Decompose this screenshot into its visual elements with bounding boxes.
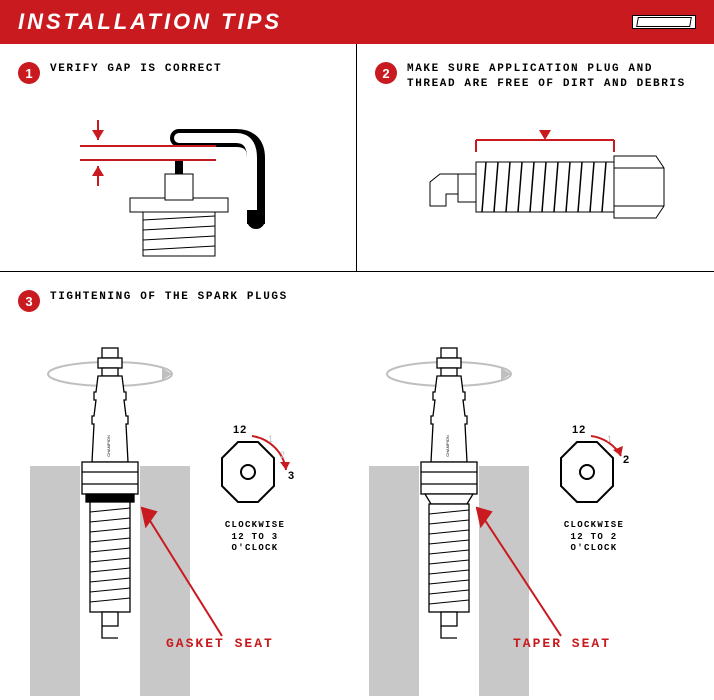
taper-clock-label: CLOCKWISE 12 TO 2 O'CLOCK [549, 520, 639, 555]
gasket-clock-top: CLOCKWISE [225, 520, 285, 530]
panel-step-1: 1 Verify gap is correct [0, 44, 357, 271]
step-1-row: 1 Verify gap is correct [18, 62, 338, 100]
gasket-dial-1: 1 [268, 434, 273, 444]
gasket-clock-bot: 12 TO 3 O'CLOCK [232, 532, 279, 554]
brand-text: CHAMPION [637, 17, 692, 27]
gasket-dial-3: 3 [288, 470, 294, 482]
gasket-seat-block: CHAMPION [18, 336, 357, 696]
brand-badge: CHAMPION [632, 15, 696, 29]
step-3-text: Tightening of the spark plugs [50, 290, 288, 305]
taper-seat-block: CHAMPION [357, 336, 696, 696]
step-3-badge: 3 [18, 290, 40, 312]
panel-step-2: 2 Make sure application plug and thread … [357, 44, 714, 271]
header-bar: INSTALLATION TIPS CHAMPION [0, 0, 714, 44]
taper-dial-2: 2 [623, 454, 629, 466]
bottom-section: 3 Tightening of the spark plugs [0, 272, 714, 696]
gasket-dial-12: 12 [233, 424, 247, 436]
step-1-text: Verify gap is correct [50, 62, 222, 77]
tightening-pair: CHAMPION [18, 336, 696, 696]
step-2-illustration [357, 122, 714, 252]
step-1-badge: 1 [18, 62, 40, 84]
taper-dial-12: 12 [572, 424, 586, 436]
step-1-illustration [0, 102, 356, 262]
page-title: INSTALLATION TIPS [18, 9, 282, 35]
taper-seat-label: TAPER SEAT [513, 636, 611, 651]
gasket-clock-label: CLOCKWISE 12 TO 3 O'CLOCK [210, 520, 300, 555]
top-section: 1 Verify gap is correct [0, 44, 714, 272]
svg-text:CHAMPION: CHAMPION [106, 435, 111, 457]
svg-text:CHAMPION: CHAMPION [445, 435, 450, 457]
step-3-row: 3 Tightening of the spark plugs [18, 290, 696, 328]
thread-diagram-icon [386, 122, 686, 252]
taper-dial-1: 1 [607, 434, 612, 444]
gasket-dial-2: 2 [280, 450, 285, 460]
gap-diagram-icon [48, 102, 308, 262]
taper-clock-top: CLOCKWISE [564, 520, 624, 530]
taper-clock-bot: 12 TO 2 O'CLOCK [571, 532, 618, 554]
step-2-text: Make sure application plug and thread ar… [407, 62, 696, 93]
step-2-row: 2 Make sure application plug and thread … [375, 62, 696, 100]
gasket-seat-label: GASKET SEAT [166, 636, 274, 651]
step-2-badge: 2 [375, 62, 397, 84]
